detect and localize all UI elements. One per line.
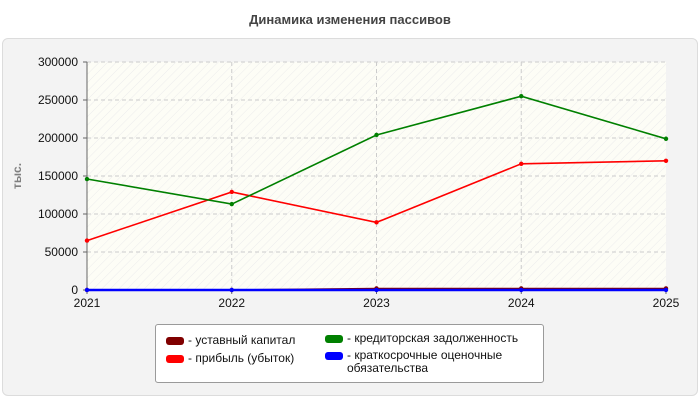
legend-item-pribyl: - прибыль (убыток) <box>166 352 294 365</box>
y-tick-label: 200000 <box>38 131 78 145</box>
data-point <box>663 136 669 141</box>
data-point <box>84 287 90 293</box>
data-point <box>229 189 234 195</box>
data-point <box>229 201 234 207</box>
y-tick-label: 0 <box>71 283 78 297</box>
legend-swatch <box>325 352 343 360</box>
legend-item-ustavnyi-kapital: - уставный капитал <box>166 334 295 347</box>
data-point <box>84 176 90 182</box>
y-tick-label: 300000 <box>38 55 78 69</box>
data-point <box>519 94 524 99</box>
data-point <box>519 287 524 293</box>
data-point <box>663 158 669 163</box>
data-point <box>229 287 234 293</box>
data-point <box>84 238 90 243</box>
legend-item-kreditorskaya: - кредиторская задолженность <box>325 332 518 345</box>
y-tick-label: 150000 <box>38 169 78 183</box>
legend-label: - краткосрочные оценочные обязательства <box>347 348 503 375</box>
grid <box>87 61 666 290</box>
legend-swatch <box>166 355 184 363</box>
data-point <box>663 287 669 293</box>
x-tick-label: 2023 <box>363 296 390 310</box>
legend-item-otsenochnye: - краткосрочные оценочные обязательства <box>325 349 530 375</box>
y-tick-label: 100000 <box>38 207 78 221</box>
data-point <box>374 287 379 293</box>
legend-label: - уставный капитал <box>188 333 296 347</box>
legend-swatch <box>166 337 184 345</box>
data-point <box>374 132 379 138</box>
x-tick-label: 2021 <box>74 296 101 310</box>
chart-title: Динамика изменения пассивов <box>249 12 451 27</box>
tick-labels: 0 50000 100000 150000 200000 250000 300000 2021… <box>38 55 680 310</box>
legend-swatch <box>325 335 343 343</box>
x-tick-label: 2022 <box>218 296 245 310</box>
series-group <box>84 94 669 293</box>
legend: - уставный капитал - прибыль (убыток) - … <box>155 324 544 383</box>
x-tick-label: 2024 <box>508 296 535 310</box>
y-tick-label: 250000 <box>38 93 78 107</box>
y-tick-label: 50000 <box>45 245 79 259</box>
legend-label: - прибыль (убыток) <box>188 351 295 365</box>
y-axis-label: тыс. <box>10 163 24 189</box>
data-point <box>519 161 524 167</box>
x-tick-label: 2025 <box>653 296 680 310</box>
legend-label: - кредиторская задолженность <box>347 331 519 345</box>
data-point <box>374 220 379 225</box>
